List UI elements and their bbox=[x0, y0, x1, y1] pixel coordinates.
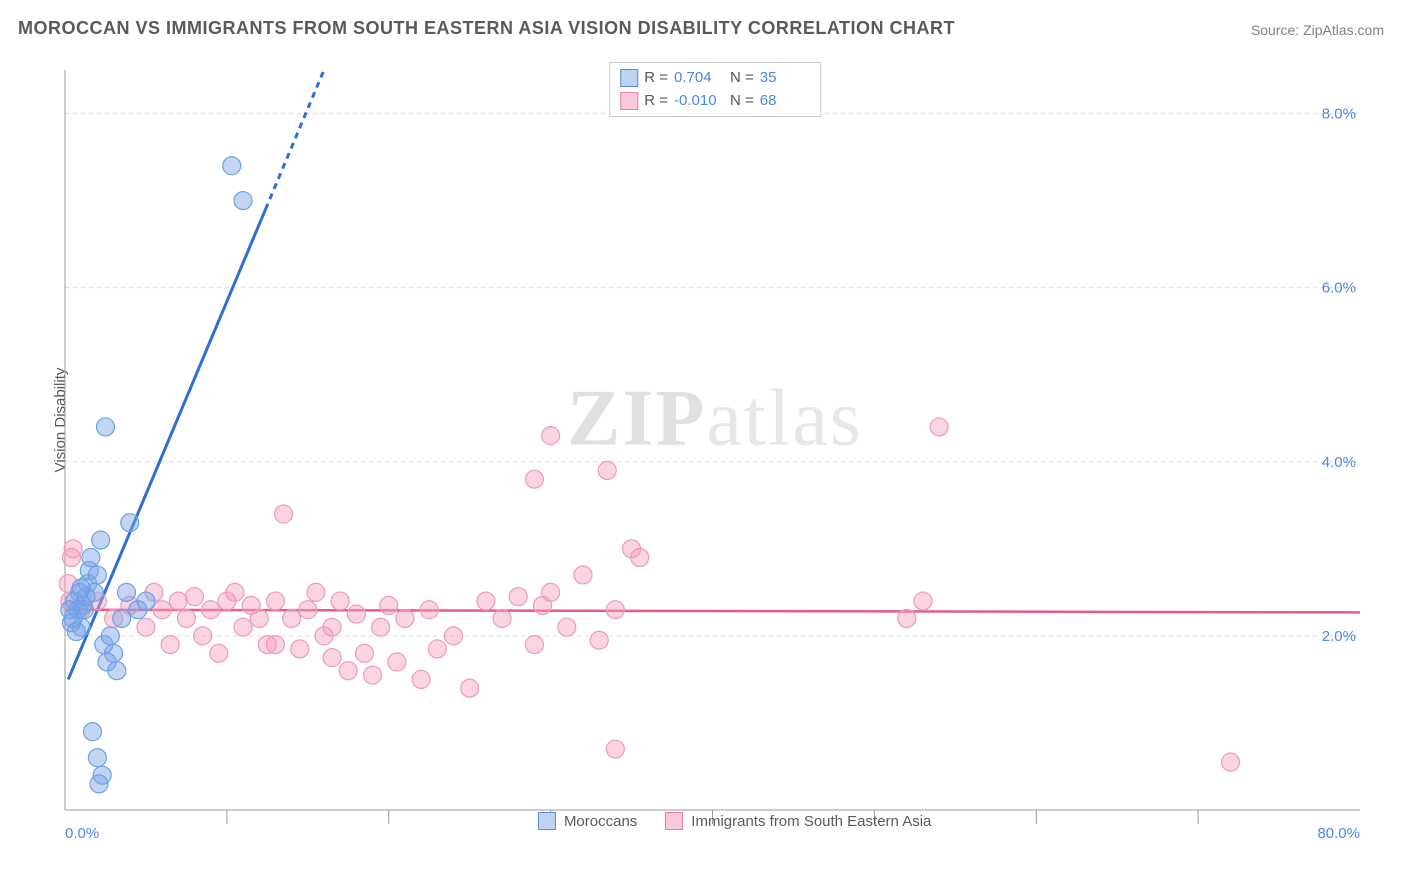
stats-legend: R = 0.704 N = 35 R = -0.010 N = 68 bbox=[609, 62, 821, 117]
scatter-chart: 2.0% 4.0% 6.0% 8.0% 0.0% 80.0% bbox=[50, 60, 1380, 840]
chart-title: MOROCCAN VS IMMIGRANTS FROM SOUTH EASTER… bbox=[18, 18, 955, 39]
legend-label-2: Immigrants from South Eastern Asia bbox=[691, 813, 931, 830]
svg-text:2.0%: 2.0% bbox=[1322, 628, 1356, 645]
svg-text:4.0%: 4.0% bbox=[1322, 454, 1356, 471]
swatch-sea bbox=[665, 812, 683, 830]
swatch-series-2 bbox=[620, 92, 638, 110]
svg-text:80.0%: 80.0% bbox=[1317, 825, 1360, 840]
swatch-moroccans bbox=[538, 812, 556, 830]
legend-label-1: Moroccans bbox=[564, 813, 637, 830]
stats-row-1: R = 0.704 N = 35 bbox=[620, 67, 810, 90]
stats-row-2: R = -0.010 N = 68 bbox=[620, 90, 810, 113]
svg-text:8.0%: 8.0% bbox=[1322, 106, 1356, 123]
legend-item-1: Moroccans bbox=[538, 812, 637, 830]
source-label: Source: ZipAtlas.com bbox=[1251, 22, 1384, 38]
svg-text:0.0%: 0.0% bbox=[65, 825, 99, 840]
swatch-series-1 bbox=[620, 69, 638, 87]
svg-text:6.0%: 6.0% bbox=[1322, 280, 1356, 297]
legend-item-2: Immigrants from South Eastern Asia bbox=[665, 812, 931, 830]
series-legend: Moroccans Immigrants from South Eastern … bbox=[538, 812, 931, 830]
plot-area: ZIPatlas 2.0%4.0%6.0%8.0%0.0%80.0% R = 0… bbox=[50, 60, 1380, 840]
